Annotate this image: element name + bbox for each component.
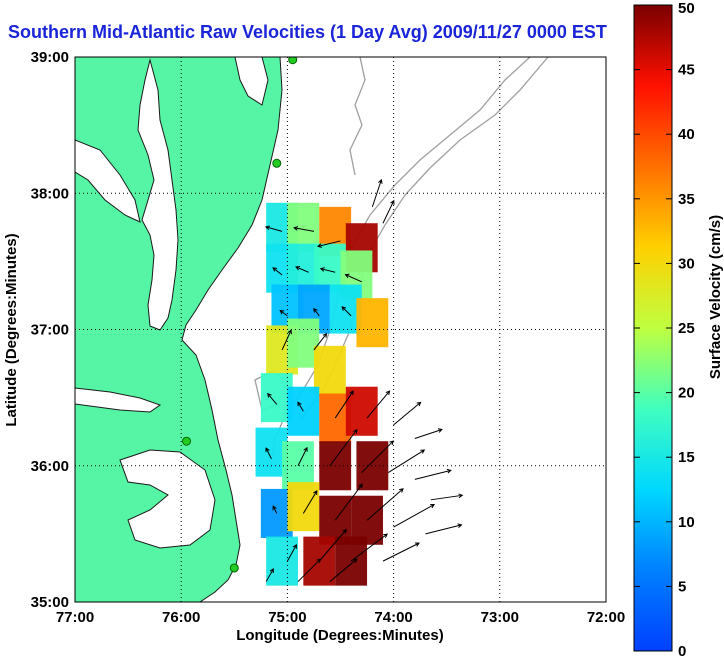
speed-cell bbox=[266, 536, 299, 586]
y-axis-label: Latitude (Degrees:Minutes) bbox=[3, 233, 20, 426]
sound bbox=[119, 449, 216, 549]
chesapeake-bay bbox=[137, 58, 179, 331]
x-axis-ticks: 77:00 76:00 75:00 74:00 73:00 72:00 bbox=[56, 609, 625, 626]
radar-stations bbox=[182, 57, 298, 573]
y-axis-ticks: 35:00 36:00 37:00 38:00 39:00 bbox=[31, 49, 69, 611]
velocity-vector bbox=[319, 267, 336, 273]
speed-cell bbox=[287, 482, 320, 532]
velocity-vectors bbox=[264, 178, 464, 582]
velocity-vector bbox=[425, 523, 463, 535]
velocity-vector bbox=[414, 428, 443, 439]
x-tick-label: 77:00 bbox=[56, 609, 94, 626]
x-tick-label: 73:00 bbox=[481, 609, 519, 626]
x-tick-label: 72:00 bbox=[587, 609, 625, 626]
velocity-vector bbox=[382, 199, 395, 224]
radar-station-marker bbox=[229, 563, 239, 573]
x-tick-label: 74:00 bbox=[374, 609, 412, 626]
velocity-vector bbox=[313, 332, 328, 351]
velocity-vector bbox=[302, 490, 318, 514]
radar-station-marker bbox=[182, 436, 192, 446]
velocity-vector bbox=[265, 447, 272, 460]
velocity-vector bbox=[267, 392, 278, 405]
colorbar-ticks: 0 5 10 15 20 25 30 35 40 45 50 bbox=[634, 0, 695, 659]
river bbox=[75, 387, 162, 413]
velocity-vector bbox=[366, 488, 404, 521]
x-tick-label: 75:00 bbox=[268, 609, 306, 626]
velocity-vector bbox=[329, 558, 358, 582]
colorbar-tick-label: 25 bbox=[678, 320, 695, 337]
colorbar-tick-label: 35 bbox=[678, 191, 695, 208]
velocity-vector bbox=[334, 483, 363, 521]
velocity-vector bbox=[313, 307, 320, 317]
velocity-field bbox=[255, 202, 389, 586]
velocity-vector bbox=[316, 240, 341, 248]
colorbar-tick-label: 45 bbox=[678, 62, 695, 79]
colorbar-tick-label: 40 bbox=[678, 126, 695, 143]
plot-frame bbox=[74, 56, 607, 603]
velocity-vector bbox=[264, 225, 283, 232]
velocity-vector bbox=[279, 309, 288, 317]
velocity-vector bbox=[414, 468, 452, 480]
x-axis-label: Longitude (Degrees:Minutes) bbox=[236, 627, 444, 644]
colorbar-tick-label: 0 bbox=[678, 643, 686, 659]
velocity-vector bbox=[297, 446, 308, 466]
colorbar-tick-label: 5 bbox=[678, 578, 686, 595]
velocity-vector bbox=[371, 178, 383, 208]
velocity-vector bbox=[272, 267, 283, 276]
radar-station-marker bbox=[288, 57, 298, 65]
speed-cell bbox=[356, 298, 389, 348]
velocity-vector bbox=[341, 306, 352, 317]
grid-lines bbox=[75, 57, 606, 602]
velocity-vector bbox=[329, 428, 358, 467]
velocity-vector bbox=[297, 558, 322, 582]
velocity-vector bbox=[382, 542, 420, 562]
speed-cell bbox=[287, 386, 320, 436]
y-tick-label: 38:00 bbox=[31, 185, 69, 202]
y-tick-label: 39:00 bbox=[31, 49, 69, 66]
velocity-vector bbox=[318, 528, 347, 562]
colorbar bbox=[633, 4, 673, 652]
velocity-vector bbox=[344, 273, 362, 283]
velocity-vector bbox=[393, 401, 422, 426]
velocity-vector bbox=[293, 226, 315, 232]
colorbar-tick-label: 10 bbox=[678, 514, 695, 531]
velocity-vector bbox=[295, 265, 309, 273]
y-tick-label: 35:00 bbox=[31, 594, 69, 611]
colorbar-tick-label: 20 bbox=[678, 385, 695, 402]
speed-cell bbox=[356, 441, 389, 491]
velocity-vector bbox=[388, 449, 426, 473]
y-tick-label: 37:00 bbox=[31, 322, 69, 339]
velocity-vector bbox=[281, 329, 292, 351]
colorbar-label: Surface Velocity (cm/s) bbox=[707, 215, 724, 379]
velocity-vector bbox=[350, 533, 388, 562]
estuary bbox=[75, 139, 141, 223]
velocity-vector bbox=[265, 568, 274, 582]
chart-title: Southern Mid-Atlantic Raw Velocities (1 … bbox=[8, 22, 607, 42]
y-tick-label: 36:00 bbox=[31, 458, 69, 475]
colorbar-tick-label: 30 bbox=[678, 255, 695, 272]
bathymetry-contour bbox=[349, 57, 366, 176]
colorbar-tick-label: 15 bbox=[678, 449, 695, 466]
velocity-vector bbox=[393, 504, 436, 528]
velocity-vector bbox=[430, 493, 464, 501]
velocity-vector bbox=[272, 505, 278, 514]
velocity-vector bbox=[334, 390, 354, 419]
velocity-vector bbox=[366, 390, 391, 419]
radar-station-marker bbox=[272, 158, 282, 168]
delaware-bay bbox=[234, 57, 269, 106]
velocity-vector bbox=[286, 544, 297, 562]
colorbar-tick-label: 50 bbox=[678, 0, 695, 17]
x-tick-label: 76:00 bbox=[162, 609, 200, 626]
velocity-vector bbox=[297, 401, 304, 412]
